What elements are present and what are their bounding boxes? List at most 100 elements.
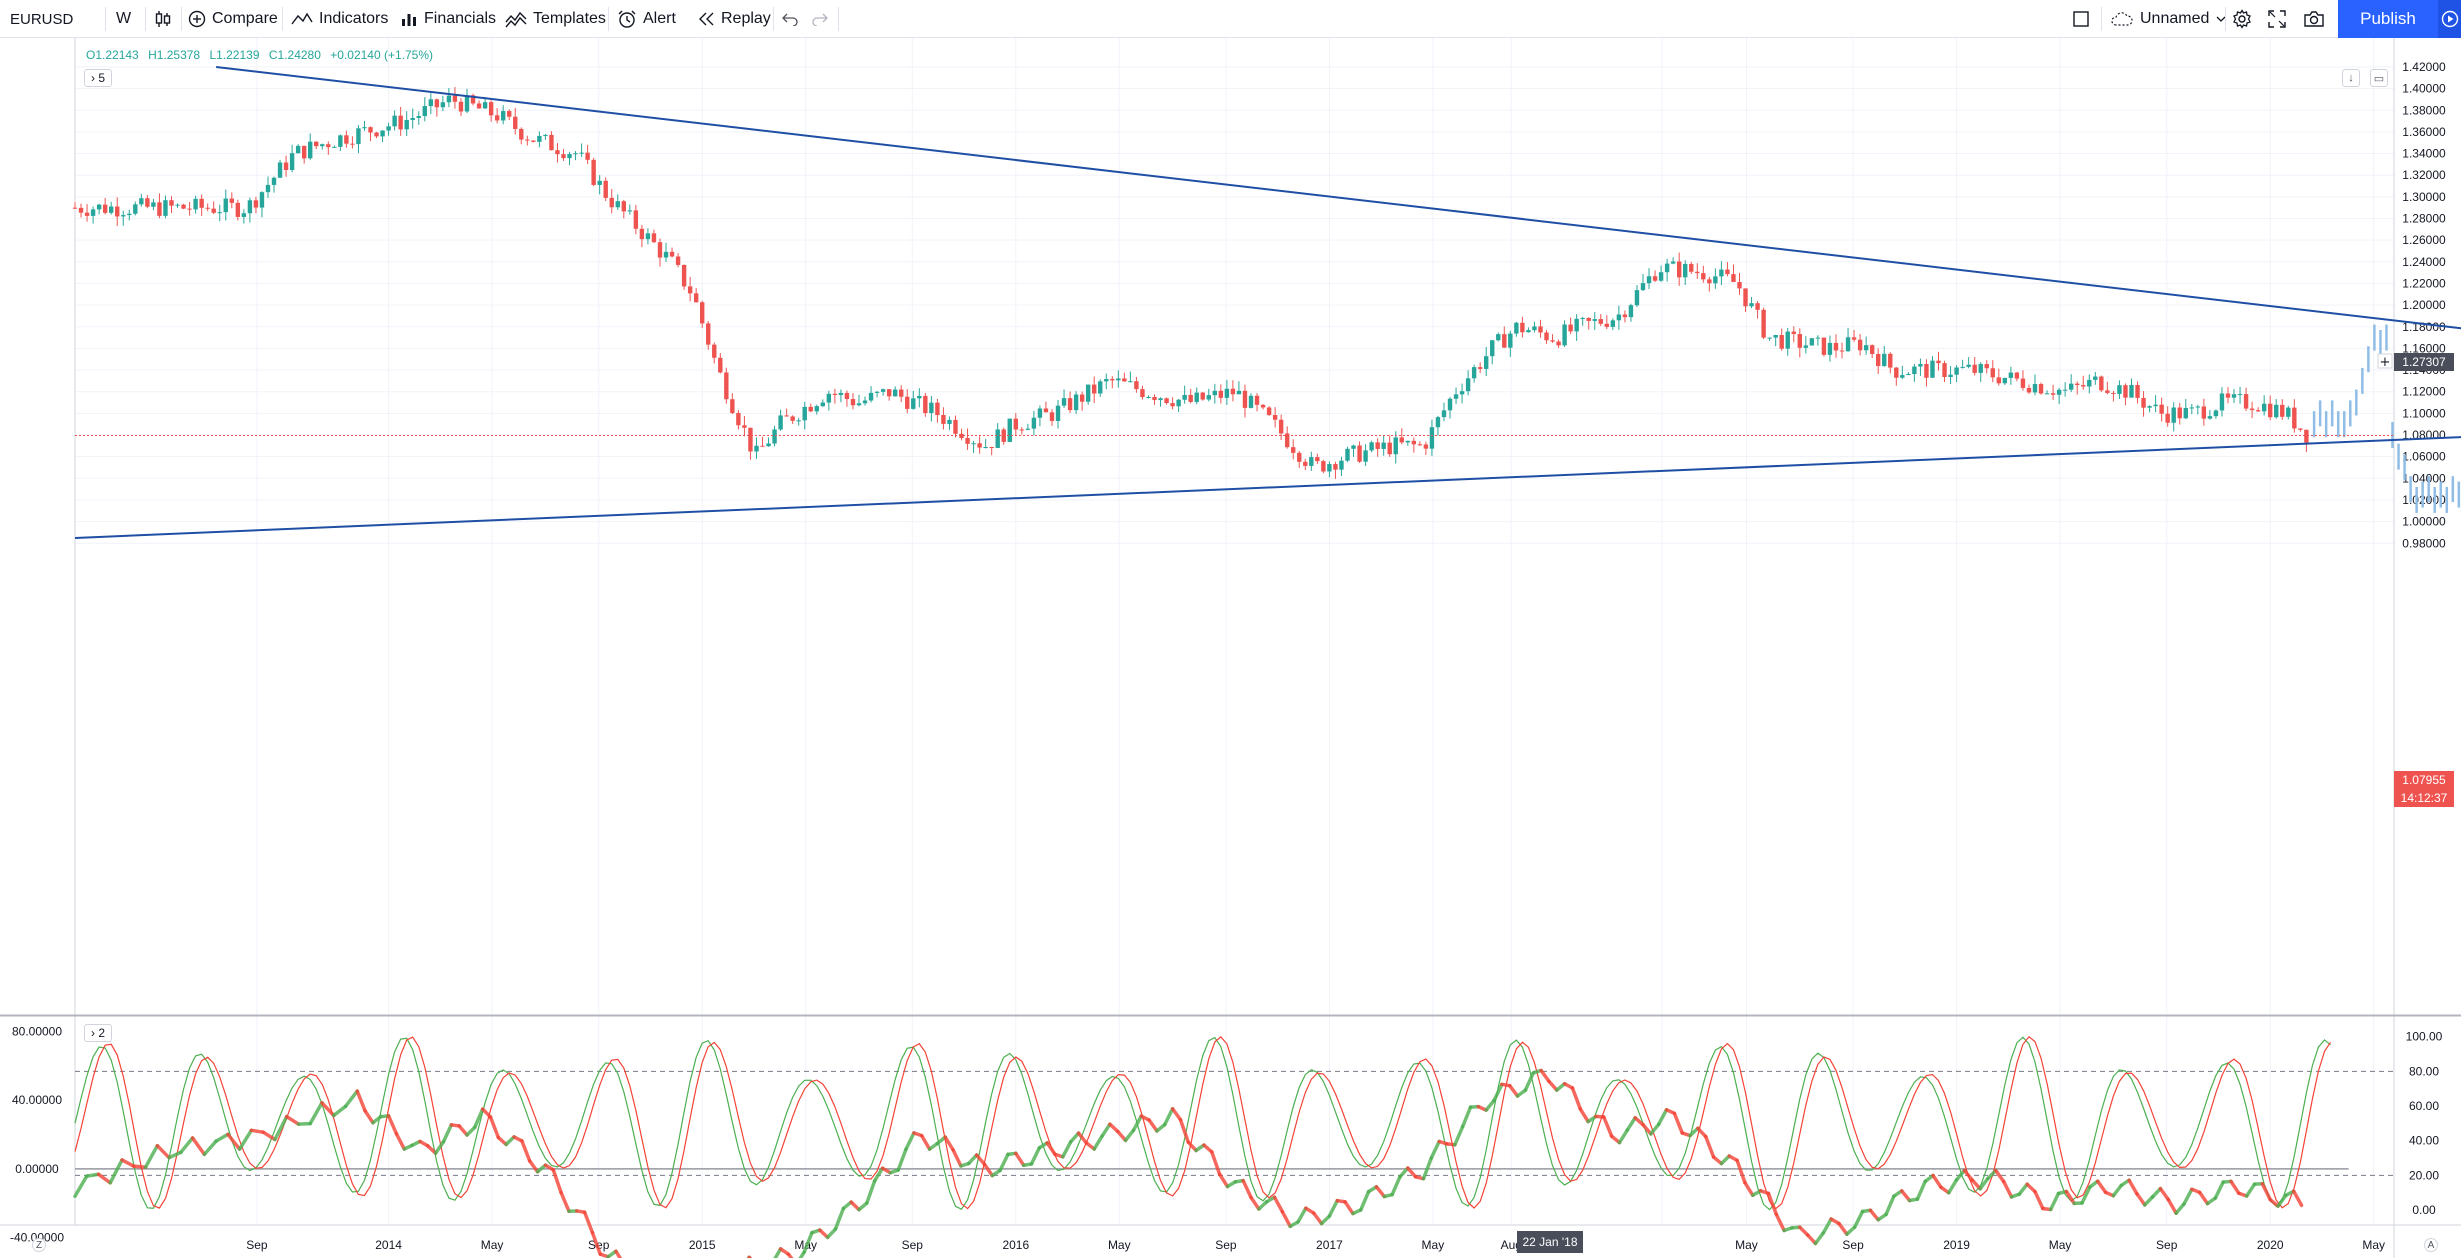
alert-button[interactable]: Alert bbox=[617, 0, 676, 38]
redo-button[interactable] bbox=[812, 0, 828, 38]
momentum-line-segment bbox=[798, 1250, 806, 1258]
candle-body bbox=[537, 135, 542, 142]
candle-body bbox=[2165, 413, 2170, 423]
candle-body bbox=[615, 201, 620, 208]
candle-body bbox=[2044, 393, 2050, 395]
candle-body bbox=[712, 344, 717, 358]
candle-body bbox=[971, 443, 976, 445]
candle-body bbox=[1013, 418, 1018, 430]
candle-body bbox=[428, 99, 434, 107]
compare-button[interactable]: Compare bbox=[188, 0, 278, 38]
momentum-line-segment bbox=[1986, 1168, 1998, 1181]
price-axis-label: 1.30000 bbox=[2402, 190, 2446, 204]
candle-body bbox=[283, 162, 289, 170]
top-toolbar: EURUSD W Compare Indicators Financia bbox=[0, 0, 2461, 38]
chart-canvas[interactable]: 1.42000 1.40000 1.38000 1.36000 1.34000 1.320… bbox=[0, 38, 2461, 1258]
candle-body bbox=[1079, 394, 1085, 402]
main-pane-collapse-button[interactable]: › 5 bbox=[84, 69, 113, 87]
candle-body bbox=[543, 134, 548, 136]
candle-body bbox=[814, 406, 819, 412]
candle-body bbox=[1948, 374, 1953, 377]
candle-body bbox=[1381, 442, 1386, 449]
candle-body bbox=[259, 192, 265, 208]
scroll-down-button[interactable]: ↓ bbox=[2342, 69, 2360, 87]
momentum-line-segment bbox=[551, 1167, 563, 1195]
momentum-line-segment bbox=[1115, 1129, 1128, 1143]
candle-body bbox=[832, 393, 838, 395]
publish-button[interactable]: Publish bbox=[2338, 0, 2438, 38]
candle-body bbox=[941, 415, 946, 424]
layout-selection-button[interactable] bbox=[2072, 0, 2090, 38]
momentum-line-segment bbox=[1735, 1158, 1747, 1185]
candle-body bbox=[585, 152, 590, 160]
candle-body bbox=[1912, 366, 1917, 375]
candle-body bbox=[645, 233, 651, 240]
momentum-line-segment bbox=[919, 1133, 932, 1151]
candle-body bbox=[766, 443, 771, 447]
candle-body bbox=[2147, 406, 2152, 408]
financials-button[interactable]: Financials bbox=[400, 0, 496, 38]
auto-scale-button[interactable]: A bbox=[2424, 1238, 2438, 1252]
fullscreen-button[interactable] bbox=[2268, 0, 2286, 38]
candle-body bbox=[1284, 433, 1290, 448]
momentum-line-segment bbox=[1045, 1141, 1057, 1157]
symbol-search[interactable]: EURUSD bbox=[10, 10, 74, 28]
candle-body bbox=[1930, 360, 1935, 378]
candle-body bbox=[157, 202, 162, 216]
momentum-line-segment bbox=[226, 1132, 242, 1151]
screenshot-button[interactable] bbox=[2303, 0, 2325, 38]
candle-body bbox=[820, 402, 826, 407]
indicators-icon bbox=[291, 12, 313, 25]
candle-body bbox=[1351, 445, 1356, 449]
candle-body bbox=[500, 111, 506, 121]
templates-button[interactable]: Templates bbox=[505, 0, 606, 38]
momentum-line-segment bbox=[473, 1107, 485, 1129]
save-layout-button[interactable]: Unnamed bbox=[2110, 0, 2227, 38]
momentum-line-segment bbox=[1241, 1178, 1253, 1200]
undo-button[interactable] bbox=[782, 0, 798, 38]
momentum-line-segment bbox=[1092, 1134, 1104, 1151]
candle-body bbox=[1616, 314, 1622, 321]
candle-body bbox=[639, 228, 645, 240]
price-axis-label: 1.38000 bbox=[2402, 103, 2446, 117]
oscillator-pane-collapse-button[interactable]: › 2 bbox=[84, 1024, 113, 1042]
divider bbox=[105, 7, 106, 31]
candle-body bbox=[133, 204, 138, 214]
momentum-line-segment bbox=[1390, 1175, 1402, 1197]
candle-body bbox=[205, 207, 210, 209]
candle-body bbox=[127, 213, 132, 216]
momentum-line-segment bbox=[261, 1130, 277, 1142]
momentum-line-segment bbox=[1578, 1107, 1590, 1124]
oscillator-pane-indicator-count: 2 bbox=[98, 1026, 106, 1040]
live-stream-button[interactable] bbox=[2438, 0, 2461, 38]
cloud-icon bbox=[2111, 12, 2133, 26]
momentum-line-segment bbox=[2213, 1180, 2225, 1200]
price-axis-label: 1.32000 bbox=[2402, 168, 2446, 182]
time-axis-label: May bbox=[1108, 1238, 1131, 1252]
candle-body bbox=[724, 372, 729, 400]
candle-body bbox=[1978, 364, 1983, 373]
indicators-button[interactable]: Indicators bbox=[291, 0, 388, 38]
price-axis-label: 1.22000 bbox=[2402, 276, 2446, 290]
candle-body bbox=[1465, 378, 1471, 392]
zoom-reset-button[interactable]: Z bbox=[32, 1238, 46, 1252]
time-axis-label: Sep bbox=[902, 1238, 924, 1252]
replay-button[interactable]: Replay bbox=[697, 0, 771, 38]
legend-open: O1.22143 bbox=[86, 48, 139, 62]
chart-type-button[interactable] bbox=[154, 0, 172, 38]
candle-body bbox=[567, 154, 572, 159]
oscillator-right-axis-label: 80.00 bbox=[2409, 1064, 2439, 1078]
oscillator-left-axis-label: -40.00000 bbox=[10, 1231, 64, 1245]
candle-body bbox=[1200, 392, 1205, 400]
momentum-line-segment bbox=[527, 1159, 540, 1174]
settings-button[interactable] bbox=[2232, 0, 2252, 38]
candle-body bbox=[1876, 353, 1881, 367]
momentum-line-segment bbox=[2291, 1189, 2304, 1208]
candle-body bbox=[1960, 366, 1965, 368]
momentum-line-segment bbox=[1029, 1146, 1042, 1166]
time-axis-label: Sep bbox=[1842, 1238, 1864, 1252]
interval-button[interactable]: W bbox=[116, 10, 132, 27]
divider bbox=[773, 7, 774, 31]
maximize-pane-button[interactable]: ▭ bbox=[2370, 69, 2388, 87]
momentum-line-segment bbox=[1453, 1124, 1465, 1147]
